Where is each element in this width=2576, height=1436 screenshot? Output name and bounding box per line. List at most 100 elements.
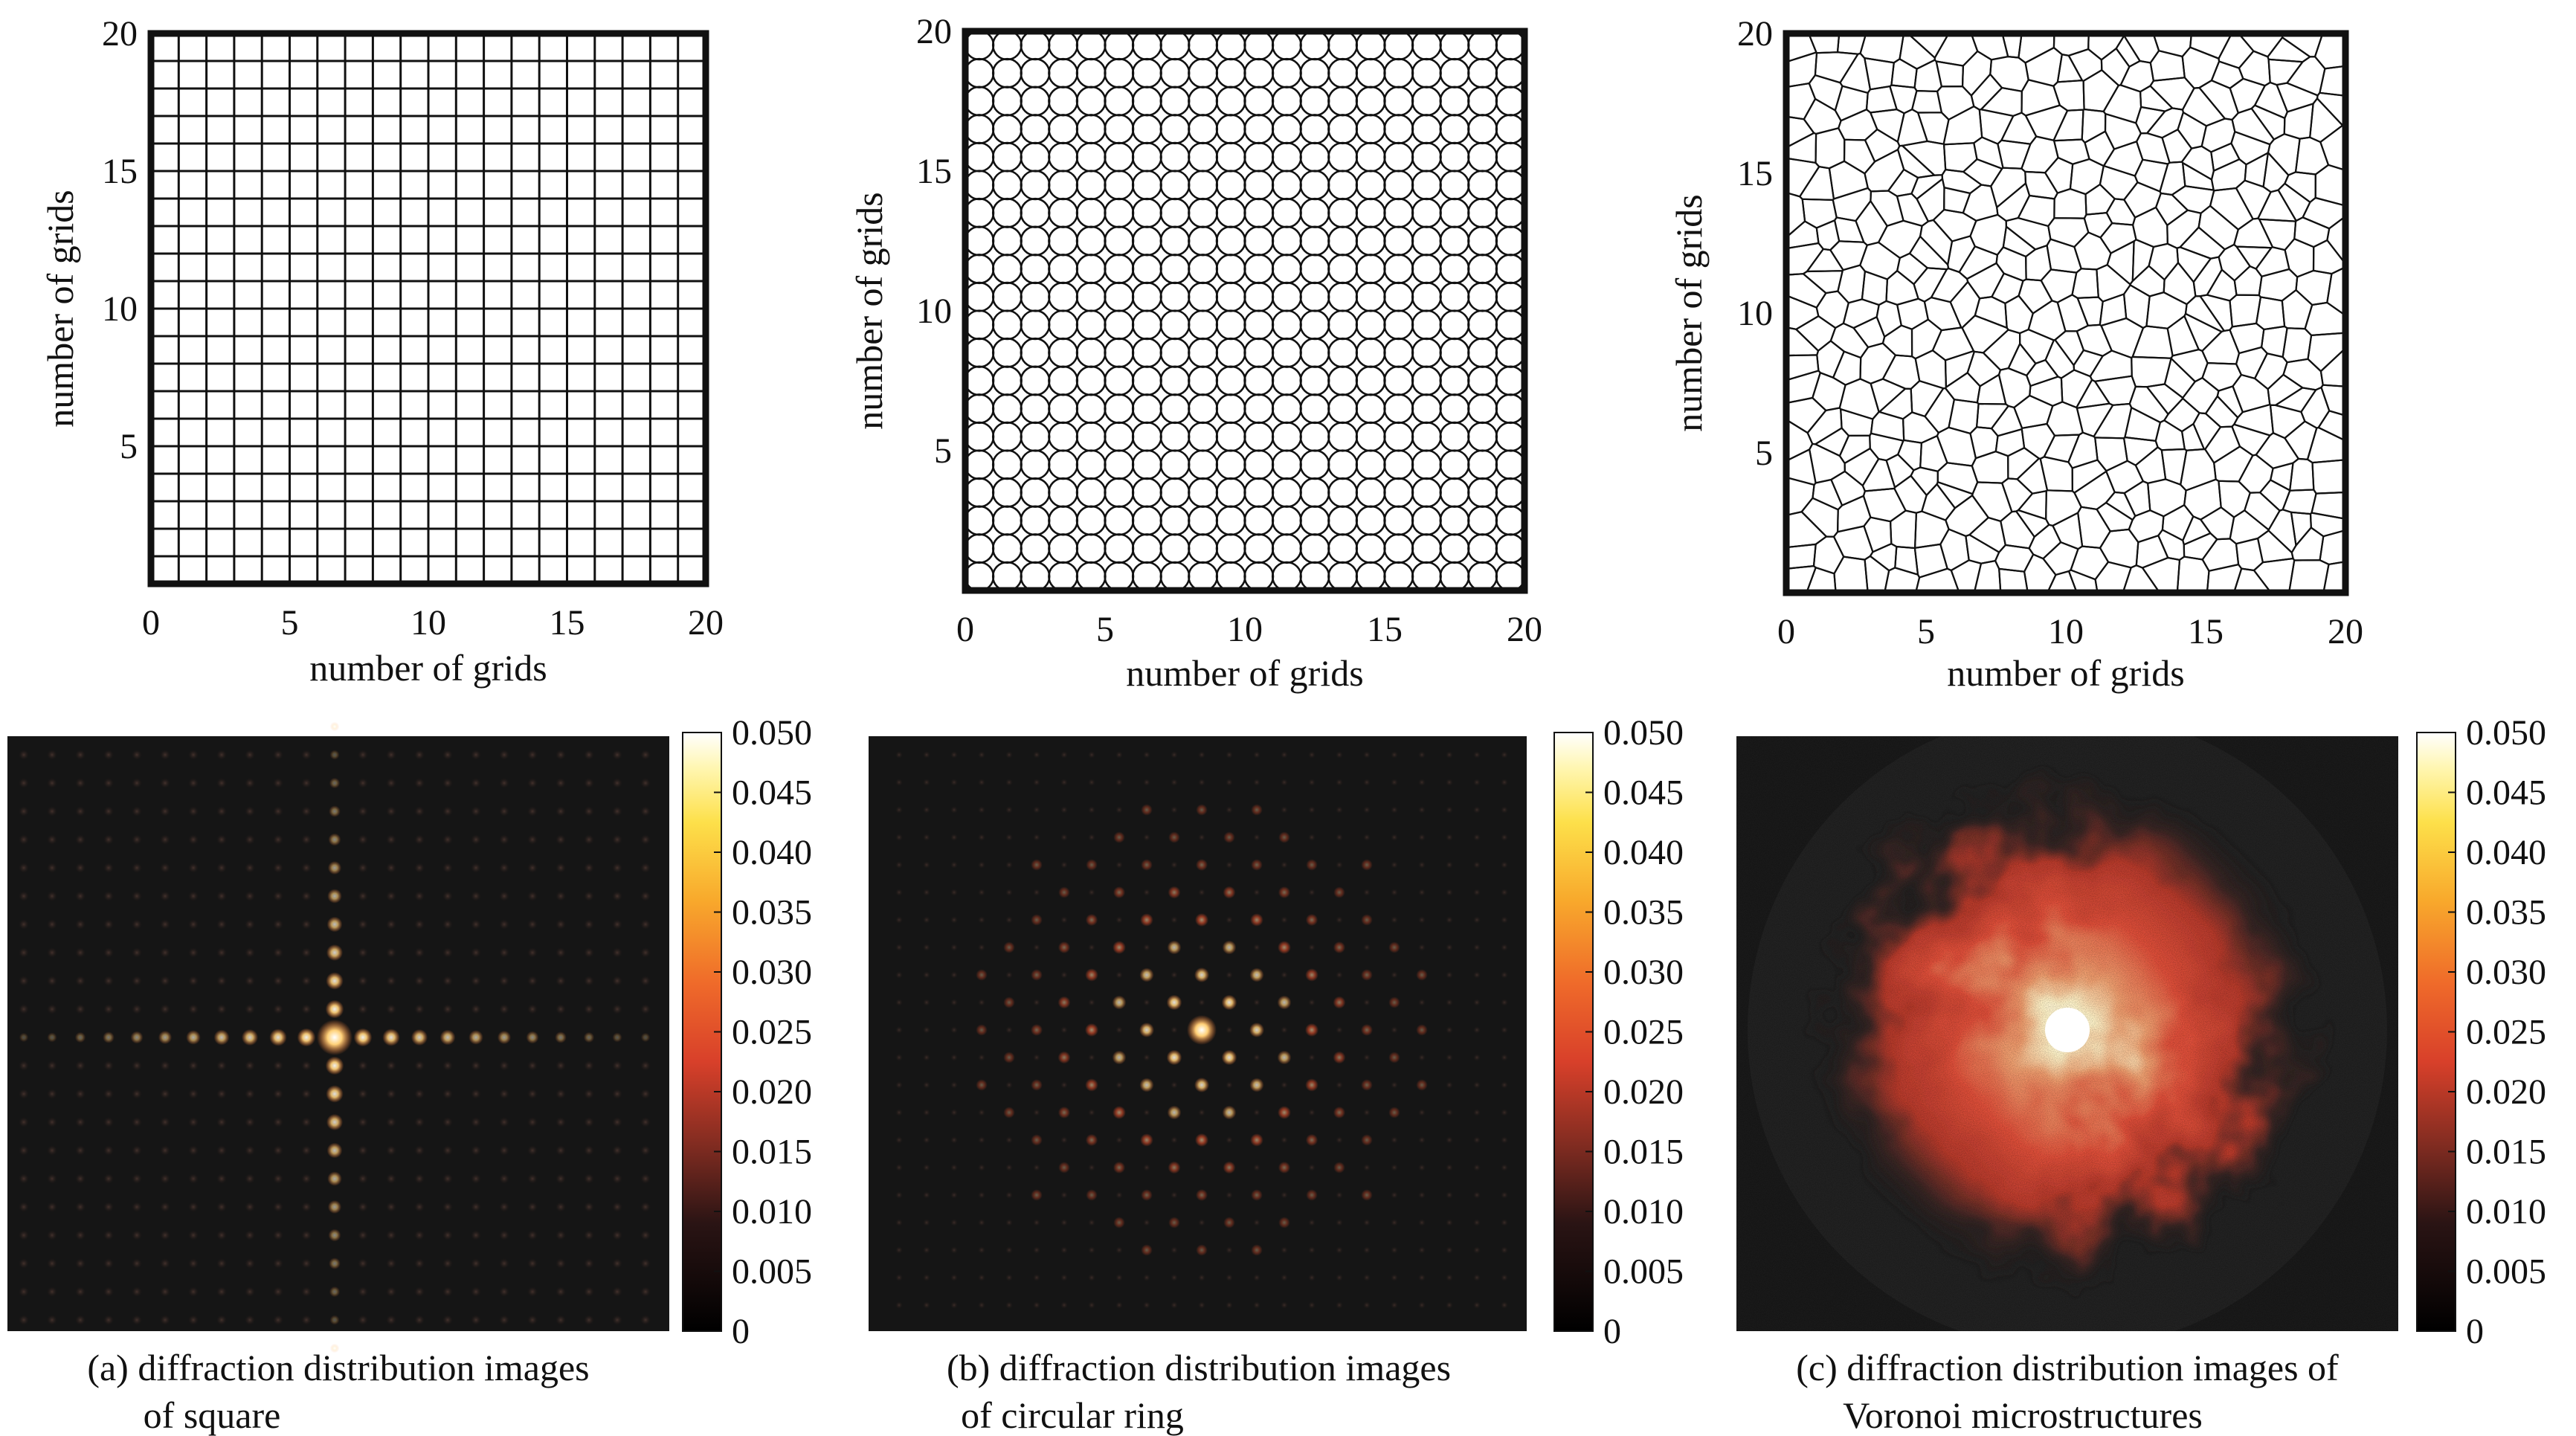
ring-cell xyxy=(1411,505,1442,536)
voronoi-cell xyxy=(2250,104,2286,141)
diffraction-spot xyxy=(1418,751,1426,759)
ring-cell xyxy=(1439,393,1470,425)
diffraction-spot xyxy=(1363,999,1371,1006)
diffraction-spot xyxy=(584,778,594,788)
diffraction-spot xyxy=(75,1287,86,1297)
diffraction-spot xyxy=(1195,1133,1208,1147)
voronoi-cell xyxy=(2262,151,2290,193)
diffraction-spot xyxy=(1308,999,1316,1006)
diffraction-spot xyxy=(19,947,29,958)
voronoi-cell xyxy=(2295,269,2333,306)
diffraction-spot xyxy=(1253,1054,1260,1061)
ring-cell xyxy=(1439,197,1470,228)
voronoi-cell xyxy=(2235,179,2272,220)
voronoi-cell xyxy=(2020,422,2056,460)
voronoi-cell xyxy=(1910,379,1945,418)
diffraction-spot xyxy=(1171,1026,1178,1034)
voronoi-cell xyxy=(2044,156,2074,194)
voronoi-cell xyxy=(2287,559,2330,593)
ring-cell xyxy=(1104,393,1135,425)
diffraction-spot xyxy=(1446,1026,1453,1034)
voronoi-cell xyxy=(1786,326,1820,357)
diffraction-spot xyxy=(216,1060,227,1071)
diffraction-spot xyxy=(1446,889,1453,896)
ring-cell xyxy=(1299,225,1330,257)
colorbar-tick-label: 0.045 xyxy=(1603,773,1684,813)
voronoi-cell xyxy=(1893,474,1928,514)
ring-cell xyxy=(1355,254,1386,285)
diffraction-spot xyxy=(245,778,255,788)
diffraction-spot xyxy=(1418,1164,1426,1171)
diffraction-spot xyxy=(188,1089,199,1099)
diffraction-spot xyxy=(612,1089,622,1099)
diffraction-spot xyxy=(1501,1109,1508,1116)
voronoi-cell xyxy=(2180,145,2215,181)
diffraction-spot xyxy=(1281,751,1288,759)
diffraction-spot xyxy=(74,1031,86,1043)
diffraction-spot xyxy=(1033,1274,1040,1281)
ring-cell xyxy=(1467,170,1498,201)
ring-cell xyxy=(1467,281,1498,312)
ring-cell xyxy=(965,57,995,88)
diffraction-spot xyxy=(103,1004,114,1014)
ring-cell xyxy=(1131,477,1162,508)
voronoi-cell xyxy=(1786,448,1817,486)
diffraction-spot xyxy=(1005,1301,1013,1309)
diffraction-spot xyxy=(329,721,340,732)
diffraction-spot xyxy=(1250,1133,1263,1147)
ring-cell xyxy=(1495,533,1524,564)
diffraction-spot xyxy=(1281,1136,1288,1144)
voronoi-cell xyxy=(2147,478,2187,518)
diffraction-spot xyxy=(950,1136,958,1144)
diffraction-spot xyxy=(584,1145,594,1156)
diffraction-spot xyxy=(978,889,985,896)
diffraction-spot xyxy=(527,1089,538,1099)
diffraction-spot xyxy=(1361,859,1373,871)
diffraction-spot xyxy=(329,1343,340,1353)
voronoi-cell xyxy=(2104,112,2142,150)
ring-cell xyxy=(1271,254,1302,285)
ring-cell xyxy=(1495,86,1524,117)
voronoi-cell xyxy=(2319,124,2345,172)
diffraction-spot xyxy=(1391,1246,1398,1254)
y-tick-label: 5 xyxy=(1755,434,1773,473)
voronoi-cell xyxy=(2218,243,2252,282)
diffraction-spot xyxy=(188,750,199,760)
diffraction-spot xyxy=(1416,1024,1428,1036)
diffraction-spot xyxy=(414,976,425,986)
ring-cell xyxy=(1495,197,1524,228)
voronoi-cell xyxy=(2192,412,2222,451)
diffraction-spot xyxy=(245,919,255,930)
diffraction-spot xyxy=(1223,886,1236,899)
voronoi-cell xyxy=(2149,49,2186,82)
diffraction-spot xyxy=(301,1089,312,1099)
ring-cell xyxy=(1355,561,1386,590)
voronoi-cell xyxy=(1786,242,1825,276)
ring-cell xyxy=(1159,114,1191,145)
voronoi-cell xyxy=(1836,495,1872,533)
voronoi-cell xyxy=(2253,352,2288,390)
ring-cell xyxy=(1495,170,1524,201)
diffraction-spot xyxy=(103,919,114,930)
voronoi-cell xyxy=(1832,187,1873,222)
ring-cell xyxy=(1104,477,1135,508)
diffraction-spot xyxy=(1033,999,1040,1006)
diffraction-spot xyxy=(1363,806,1371,814)
diffraction-spot xyxy=(1005,1026,1013,1034)
ring-cell xyxy=(1439,533,1470,564)
diffraction-spot xyxy=(1501,1164,1508,1171)
diffraction-spot xyxy=(47,1145,57,1156)
ring-cell xyxy=(991,449,1023,480)
diffraction-spot xyxy=(1473,1026,1481,1034)
diffraction-spot xyxy=(923,1191,930,1199)
diffraction-spot xyxy=(75,750,86,760)
voronoi-cell xyxy=(2311,459,2345,495)
diffraction-spot xyxy=(1171,1081,1178,1089)
voronoi-cell xyxy=(2040,268,2078,303)
ring-cell xyxy=(1188,197,1219,228)
diffraction-spot xyxy=(556,1060,566,1071)
diffraction-spot xyxy=(1139,1078,1154,1092)
diffraction-spot xyxy=(1336,971,1343,979)
voronoi-cell xyxy=(2124,406,2162,442)
voronoi-cell xyxy=(2253,557,2296,593)
